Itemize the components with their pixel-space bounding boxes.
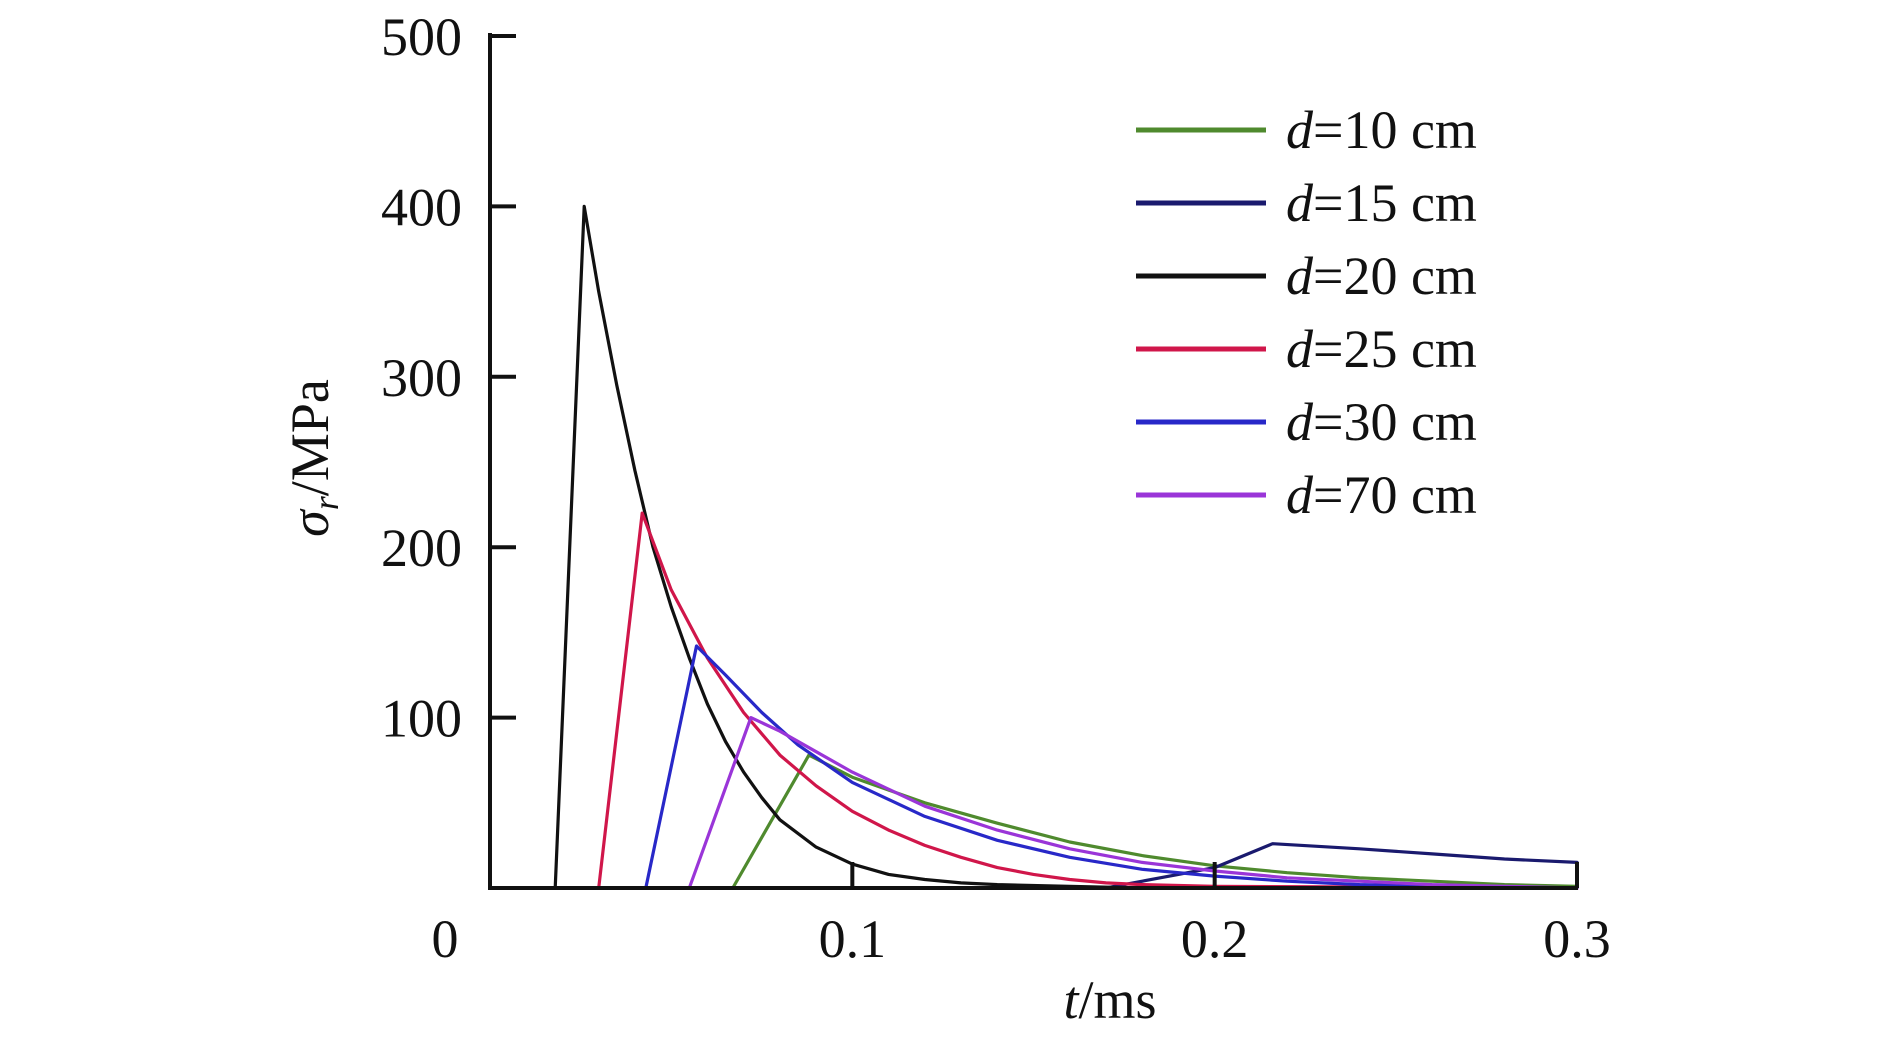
legend-label-4: d=30 cm	[1286, 392, 1477, 452]
y-axis-var: σ	[280, 508, 340, 537]
legend-label-5: d=70 cm	[1286, 465, 1477, 525]
y-tick-label: 500	[381, 7, 462, 67]
y-axis-ticks: 100 200 300 400 500	[381, 7, 516, 749]
x-axis-var: t	[1063, 970, 1080, 1030]
y-tick-label: 300	[381, 348, 462, 408]
series-line-3	[597, 511, 1579, 890]
x-axis-ticks: 0 0.1 0.2 0.3	[432, 862, 1611, 969]
legend-label-1: d=15 cm	[1286, 173, 1477, 233]
x-tick-label: 0.2	[1181, 909, 1249, 969]
legend-label-2: d=20 cm	[1286, 246, 1477, 306]
y-axis-unit: /MPa	[280, 379, 340, 496]
x-tick-label: 0.1	[819, 909, 887, 969]
x-tick-label: 0	[432, 909, 459, 969]
x-axis-title: t/ms	[1063, 970, 1156, 1030]
x-axis-unit: /ms	[1078, 970, 1156, 1030]
y-axis-subscript: r	[306, 495, 346, 510]
series-line-0	[731, 753, 1579, 890]
y-tick-label: 400	[381, 177, 462, 237]
x-tick-label: 0.3	[1543, 909, 1611, 969]
series-line-5	[687, 716, 1579, 890]
series-layer	[553, 204, 1579, 890]
series-line-2	[553, 204, 1579, 890]
legend-label-3: d=25 cm	[1286, 319, 1477, 379]
legend: d=10 cm d=15 cm d=20 cm d=25 cm d=30 cm d=70 …	[1136, 100, 1477, 525]
y-axis-title: σr/MPa	[280, 379, 346, 537]
y-tick-label: 100	[381, 689, 462, 749]
series-line-4	[644, 644, 1579, 890]
legend-label-0: d=10 cm	[1286, 100, 1477, 160]
y-tick-label: 200	[381, 518, 462, 578]
